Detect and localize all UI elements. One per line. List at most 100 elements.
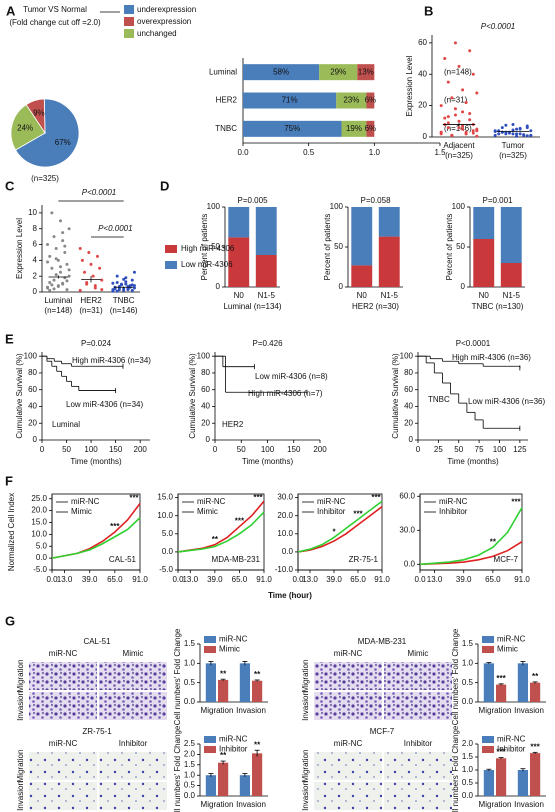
significance: *** xyxy=(235,517,245,526)
data-point xyxy=(457,126,461,130)
x-tick-label: N1-5 xyxy=(258,291,276,300)
data-point xyxy=(497,132,501,136)
y-tick-label: 40 xyxy=(28,402,37,411)
x-tick-label: 65.0 xyxy=(350,575,366,584)
data-point xyxy=(504,132,508,136)
chart-title: P=0.024 xyxy=(81,339,112,348)
y-tick-label: 60 xyxy=(404,385,413,394)
legend-label: Inhibitor xyxy=(219,745,248,754)
y-tick-label: 1.5 xyxy=(462,639,474,648)
x-tick-label: Luminal xyxy=(44,296,72,305)
legend-label: High miR-4306 xyxy=(181,244,235,253)
data-point xyxy=(122,287,126,291)
micrograph xyxy=(314,752,382,780)
legend-label: unchanged xyxy=(137,29,177,38)
micrograph xyxy=(99,662,167,690)
y-tick-label: 100 xyxy=(330,202,344,211)
data-point xyxy=(130,283,134,287)
x-tick-label: 13.0 xyxy=(182,575,198,584)
bar xyxy=(205,775,216,796)
y-tick-label: 1.5 xyxy=(184,760,196,769)
data-point xyxy=(443,116,447,120)
bar-segment xyxy=(243,64,320,81)
y-tick-label: 5.0 xyxy=(162,529,174,538)
bar-segment xyxy=(366,92,375,109)
x-tick-label: Migration xyxy=(479,800,512,809)
x-tick-note: (n=146) xyxy=(110,306,138,315)
bar xyxy=(530,682,541,702)
x-tick-label: 39.0 xyxy=(82,575,98,584)
bar-segment xyxy=(341,120,367,137)
x-tick-note: (n=31) xyxy=(79,306,103,315)
legend-swatch xyxy=(124,29,134,38)
slice-label: 67% xyxy=(55,138,71,147)
segment-label: 71% xyxy=(282,96,298,105)
bar-segment xyxy=(500,263,522,287)
x-tick-label: 39.0 xyxy=(207,575,223,584)
image-column-label: Inhibitor xyxy=(119,739,148,748)
x-tick-label: N0 xyxy=(357,291,368,300)
significance: *** xyxy=(110,522,120,531)
growth-line xyxy=(51,517,141,559)
x-tick-label: HER2 xyxy=(80,296,102,305)
data-point xyxy=(511,128,515,132)
data-point xyxy=(515,134,519,138)
bar xyxy=(517,770,528,796)
segment-label: 13% xyxy=(358,67,374,76)
data-point xyxy=(453,107,457,111)
y-tick-label: 8 xyxy=(33,224,38,233)
y-axis-label: Cell numbers' Fold Change xyxy=(451,725,460,812)
slice-label: 9% xyxy=(33,109,45,118)
data-point xyxy=(54,247,58,250)
chart-title: P=0.005 xyxy=(237,196,268,205)
data-point xyxy=(132,286,136,290)
panel-letter: E xyxy=(5,331,14,346)
image-column-label: Mimic xyxy=(123,649,144,658)
data-point xyxy=(450,133,454,137)
x-tick-label: 100 xyxy=(493,445,507,454)
y-axis-label: Percent of patients xyxy=(323,214,332,281)
bar-segment xyxy=(255,255,277,287)
significance: *** xyxy=(353,509,363,518)
image-row-label: Invasion xyxy=(301,691,310,721)
y-tick-label: 2 xyxy=(33,271,38,280)
chart-annotation: HER2 xyxy=(222,420,244,429)
image-title: ZR-75-1 xyxy=(82,727,112,736)
legend-label: Mimic xyxy=(219,645,240,654)
growth-line xyxy=(297,506,383,553)
y-axis-label: Cumulative Survival (%) xyxy=(15,353,24,439)
bar xyxy=(483,770,494,796)
y-tick-label: TNBC xyxy=(215,124,237,133)
data-point xyxy=(95,254,99,258)
y-axis-label: Percent of patients xyxy=(445,214,454,281)
data-point xyxy=(529,129,533,133)
y-tick-label: 1.5 xyxy=(462,752,474,761)
y-tick-label: 10.0 xyxy=(277,529,293,538)
x-tick-label: 65.0 xyxy=(232,575,248,584)
x-tick-label: Invasion xyxy=(514,706,544,715)
bar-segment xyxy=(378,207,400,237)
series-label: Low miR-4306 (n=36) xyxy=(468,397,545,406)
y-tick-label: 100 xyxy=(207,202,221,211)
data-point xyxy=(63,244,67,248)
y-tick-label: 0.0 xyxy=(282,547,294,556)
y-tick-label: 20.0 xyxy=(31,506,47,515)
y-tick-label: 15.0 xyxy=(157,493,173,502)
x-axis-label: Time (months) xyxy=(447,457,499,466)
bar xyxy=(517,663,528,702)
y-tick-label: 100 xyxy=(452,202,466,211)
image-row-label: Migration xyxy=(301,750,310,783)
data-point xyxy=(130,278,134,282)
y-tick-label: 0.0 xyxy=(462,791,474,800)
y-axis-label: Expression Level xyxy=(15,218,24,279)
legend-swatch xyxy=(482,636,494,643)
y-tick-label: 50 xyxy=(211,242,220,251)
data-point xyxy=(61,281,65,285)
x-tick-label: Migration xyxy=(201,800,234,809)
x-tick-label: 0.5 xyxy=(303,148,315,157)
y-tick-label: 40 xyxy=(201,402,210,411)
chart-title: P=0.426 xyxy=(252,339,283,348)
legend-swatch xyxy=(482,646,494,653)
image-column-label: miR-NC xyxy=(334,649,363,658)
